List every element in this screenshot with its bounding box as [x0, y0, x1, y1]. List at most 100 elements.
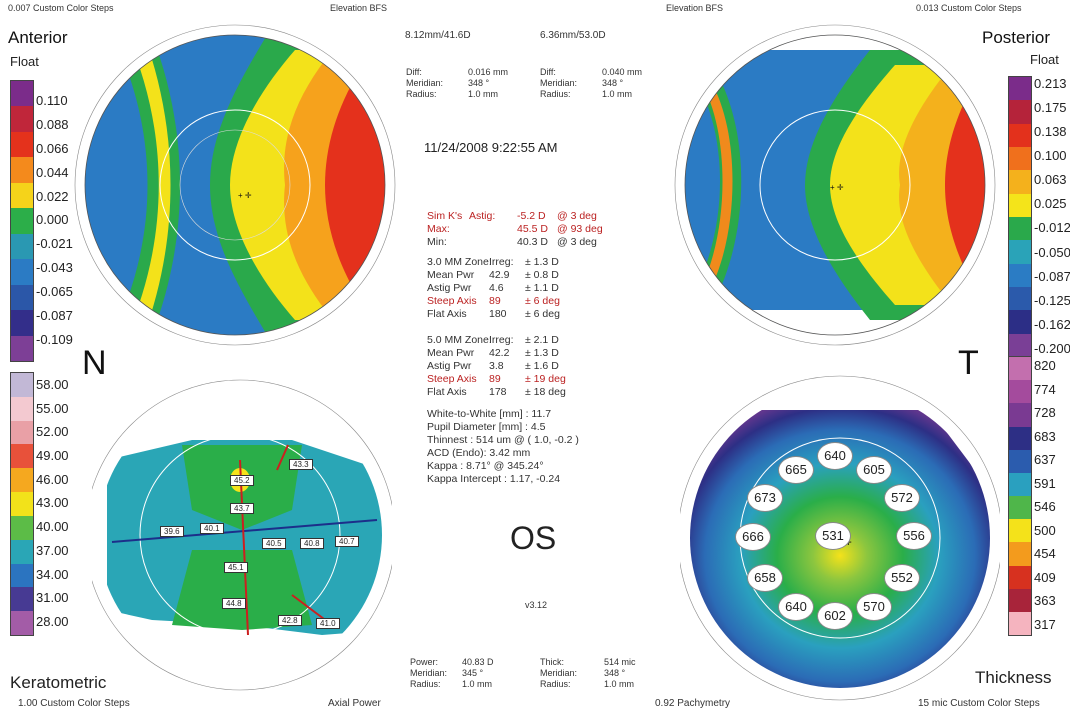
zone-value: 89	[489, 373, 501, 385]
thickness-point: 552	[884, 564, 920, 592]
anterior-scale-label: -0.043	[36, 260, 73, 276]
pachymetry-label: 0.92 Pachymetry	[655, 698, 731, 709]
anterior-elevation-map: + ✛	[74, 24, 396, 346]
zone-label: 5.0 MM Zone:	[427, 334, 492, 346]
eye-label-os: OS	[510, 520, 557, 556]
thickness-scale-label: 317	[1034, 616, 1056, 632]
diff-value: 0.040 mm	[602, 67, 643, 77]
zone-5mm-block: 5.0 MM Zone: Irreg: ± 2.1 D Mean Pwr 42.2 ± …	[427, 334, 566, 399]
kerato-point-label: 40.1	[200, 523, 224, 534]
elevation-bfs-left: Elevation BFS	[330, 3, 388, 13]
thickness-scale-label: 363	[1034, 593, 1056, 609]
top-right-steps: 0.013 Custom Color Steps	[916, 3, 1022, 13]
thickness-point: 640	[817, 442, 853, 470]
thickness-point: 665	[778, 456, 814, 484]
kerato-point-label: 40.7	[335, 536, 359, 547]
posterior-elevation-map: + ✛	[674, 24, 996, 346]
kerato-point-label: 44.8	[222, 598, 246, 609]
thickness-steps: 15 mic Custom Color Steps	[918, 698, 1040, 709]
zone-label: Flat Axis	[427, 386, 467, 398]
svg-text:+ ✛: + ✛	[830, 183, 844, 192]
kerato-point-label: 40.8	[300, 538, 324, 549]
nasal-label: N	[82, 344, 107, 382]
simk-label: Max:	[427, 223, 450, 235]
anterior-scale-label: -0.065	[36, 284, 73, 300]
simk-value: 40.3 D	[517, 236, 548, 248]
anterior-scale-label: -0.087	[36, 308, 73, 324]
diff-label: Diff:	[406, 67, 422, 77]
posterior-scale-label: 0.025	[1034, 196, 1067, 212]
kerato-scale-label: 49.00	[36, 448, 69, 464]
bottom-thick-block: Thick: 514 mic Meridian: 348 ° Radius: 1.0 …	[540, 657, 636, 690]
keratometric-map	[92, 379, 392, 691]
kerato-scale-label: 31.00	[36, 590, 69, 606]
thickness-scale-label: 454	[1034, 546, 1056, 562]
thickness-point: 572	[884, 484, 920, 512]
kerato-point-label: 39.6	[160, 526, 184, 537]
posterior-scale-label: 0.100	[1034, 148, 1067, 164]
svg-text:+ ✛: + ✛	[238, 191, 252, 200]
anterior-color-scale	[10, 80, 34, 362]
thickness-scale-label: 774	[1034, 381, 1056, 397]
diff-anterior-block: Diff: 0.016 mm Meridian: 348 ° Radius: 1.0 …	[406, 67, 508, 100]
zone-dev: ± 1.1 D	[525, 282, 559, 294]
zone-label: 3.0 MM Zone:	[427, 256, 492, 268]
zone-value: 3.8	[489, 360, 504, 372]
exam-datetime: 11/24/2008 9:22:55 AM	[424, 140, 558, 155]
zone-dev: ± 1.3 D	[525, 256, 559, 268]
keratometric-steps: 1.00 Custom Color Steps	[18, 698, 130, 709]
power-label: Power:	[410, 657, 439, 667]
simk-label: Min:	[427, 236, 447, 248]
radius-value: 1.0 mm	[602, 89, 633, 99]
simk-value: 45.5 D	[517, 223, 548, 235]
zone-dev: ± 1.3 D	[525, 347, 559, 359]
radius-label: Radius:	[406, 89, 437, 99]
zone-dev: ± 2.1 D	[525, 334, 559, 346]
posterior-scale-label: -0.012	[1034, 220, 1070, 236]
diff-label: Diff:	[540, 67, 556, 77]
zone-label: Astig Pwr	[427, 360, 472, 372]
thickness-scale-label: 728	[1034, 405, 1056, 421]
meridian-label: Meridian:	[410, 668, 448, 678]
kerato-scale-label: 46.00	[36, 471, 69, 487]
bfs-anterior: 8.12mm/41.6D	[405, 30, 471, 41]
zone-dev: ± 0.8 D	[525, 269, 559, 281]
top-left-steps: 0.007 Custom Color Steps	[8, 3, 114, 13]
radius-label: Radius:	[540, 89, 571, 99]
radius-value: 1.0 mm	[604, 679, 635, 689]
kerato-point-label: 43.7	[230, 503, 254, 514]
thickness-color-scale	[1008, 356, 1032, 636]
thick-label: Thick:	[540, 657, 565, 667]
white-to-white: White-to-White [mm] : 11.7	[427, 408, 552, 420]
diff-posterior-block: Diff: 0.040 mm Meridian: 348 ° Radius: 1.0 …	[540, 67, 642, 100]
thickness-scale-label: 546	[1034, 499, 1056, 515]
anterior-scale-labels: 0.110 0.088 0.066 0.044 0.022 0.000 -0.0…	[36, 93, 73, 347]
anterior-scale-label: 0.110	[36, 93, 68, 108]
posterior-scale-label: 0.175	[1034, 100, 1067, 116]
anterior-scale-label: -0.109	[36, 331, 73, 347]
posterior-scale-label: -0.087	[1034, 268, 1070, 284]
kerato-scale-label: 28.00	[36, 613, 69, 629]
kerato-scale-label: 58.00	[36, 377, 69, 392]
thickness-point: 556	[896, 522, 932, 550]
kappa: Kappa : 8.71° @ 345.24°	[427, 460, 544, 472]
zone-value: 42.2	[489, 347, 510, 359]
thickness-scale-label: 683	[1034, 428, 1056, 444]
zone-dev: ± 6 deg	[525, 308, 560, 320]
thickness-scale-label: 637	[1034, 452, 1056, 468]
thickness-point: 666	[735, 523, 771, 551]
zone-dev: ± 19 deg	[525, 373, 566, 385]
meridian-label: Meridian:	[540, 78, 578, 88]
thickness-scale-label: 820	[1034, 358, 1056, 373]
zone-dev: ± 18 deg	[525, 386, 566, 398]
anterior-scale-label: 0.066	[36, 140, 69, 156]
kerato-point-label: 42.8	[278, 615, 302, 626]
zone-label: Astig Pwr	[427, 282, 472, 294]
simk-value: -5.2 D	[517, 210, 546, 222]
radius-value: 1.0 mm	[462, 679, 493, 689]
posterior-color-scale	[1008, 76, 1032, 358]
kerato-scale-label: 37.00	[36, 542, 69, 558]
kerato-point-label: 45.1	[224, 562, 248, 573]
thinnest: Thinnest : 514 um @ ( 1.0, -0.2 )	[427, 434, 579, 446]
acd: ACD (Endo): 3.42 mm	[427, 447, 531, 459]
